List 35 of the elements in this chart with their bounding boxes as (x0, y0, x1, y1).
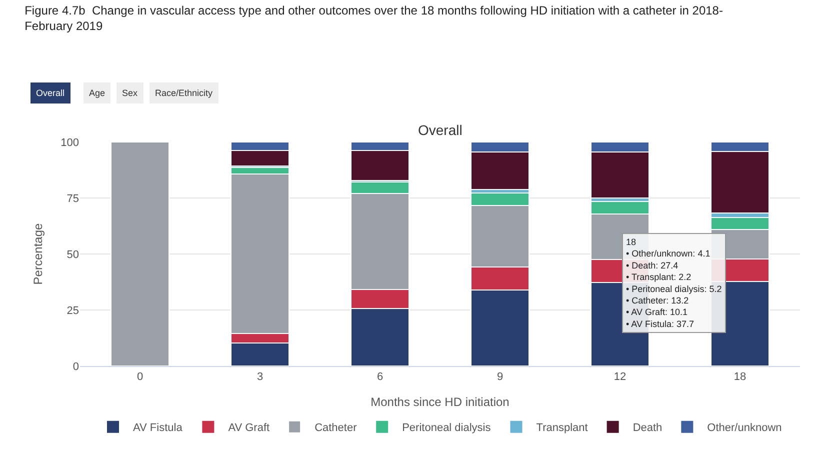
annotation: • AV Graft: 10.1 (626, 307, 688, 318)
legend-label: Peritoneal dialysis (402, 422, 492, 434)
text: Sex (122, 88, 138, 98)
y-tick-label: 50 (66, 248, 79, 261)
legend-label: Death (632, 422, 662, 434)
x-tick-label: 9 (496, 371, 504, 384)
legend-label: AV Fistula (133, 422, 184, 434)
x-axis-title: Months since HD initiation (370, 395, 510, 410)
legend-label: Catheter (314, 422, 358, 434)
legend-label: Other/unknown (707, 422, 782, 434)
y-tick-label: 0 (72, 360, 79, 373)
y-tick-label: 100 (60, 136, 79, 149)
y-axis-title: Percentage (30, 222, 45, 285)
legend-label: Transplant (536, 422, 588, 434)
y-tick-label: 75 (66, 192, 79, 205)
annotation: • Peritoneal dialysis: 5.2 (626, 284, 722, 294)
x-tick-label: 18 (734, 371, 746, 384)
annotation: • AV Fistula: 37.7 (626, 318, 694, 329)
chart-subtitle: Overall (418, 122, 462, 138)
legend-label: AV Graft (228, 422, 270, 434)
text: Race/Ethnicity (155, 88, 214, 98)
y-tick-label: 25 (66, 304, 79, 317)
chart-title: Figure 4.7b Change in vascular access type and other outcomes over the 18 months following HD initiation with a catheter in 2018-February 2019 (24, 3, 723, 33)
annotation: • Transplant: 2.2 (626, 272, 692, 282)
text: Overall (36, 88, 65, 98)
x-tick-label: 0 (136, 371, 144, 384)
x-tick-label: 12 (614, 371, 626, 384)
annotation: • Catheter: 13.2 (626, 296, 689, 306)
text: Age (89, 88, 106, 98)
annotation: • Death: 27.4 (626, 260, 678, 270)
annotation: 18 (626, 237, 636, 247)
x-tick-label: 6 (376, 371, 384, 384)
annotation: • Other/unknown: 4.1 (626, 248, 710, 259)
bar (110, 142, 170, 366)
x-tick-label: 3 (256, 371, 264, 384)
